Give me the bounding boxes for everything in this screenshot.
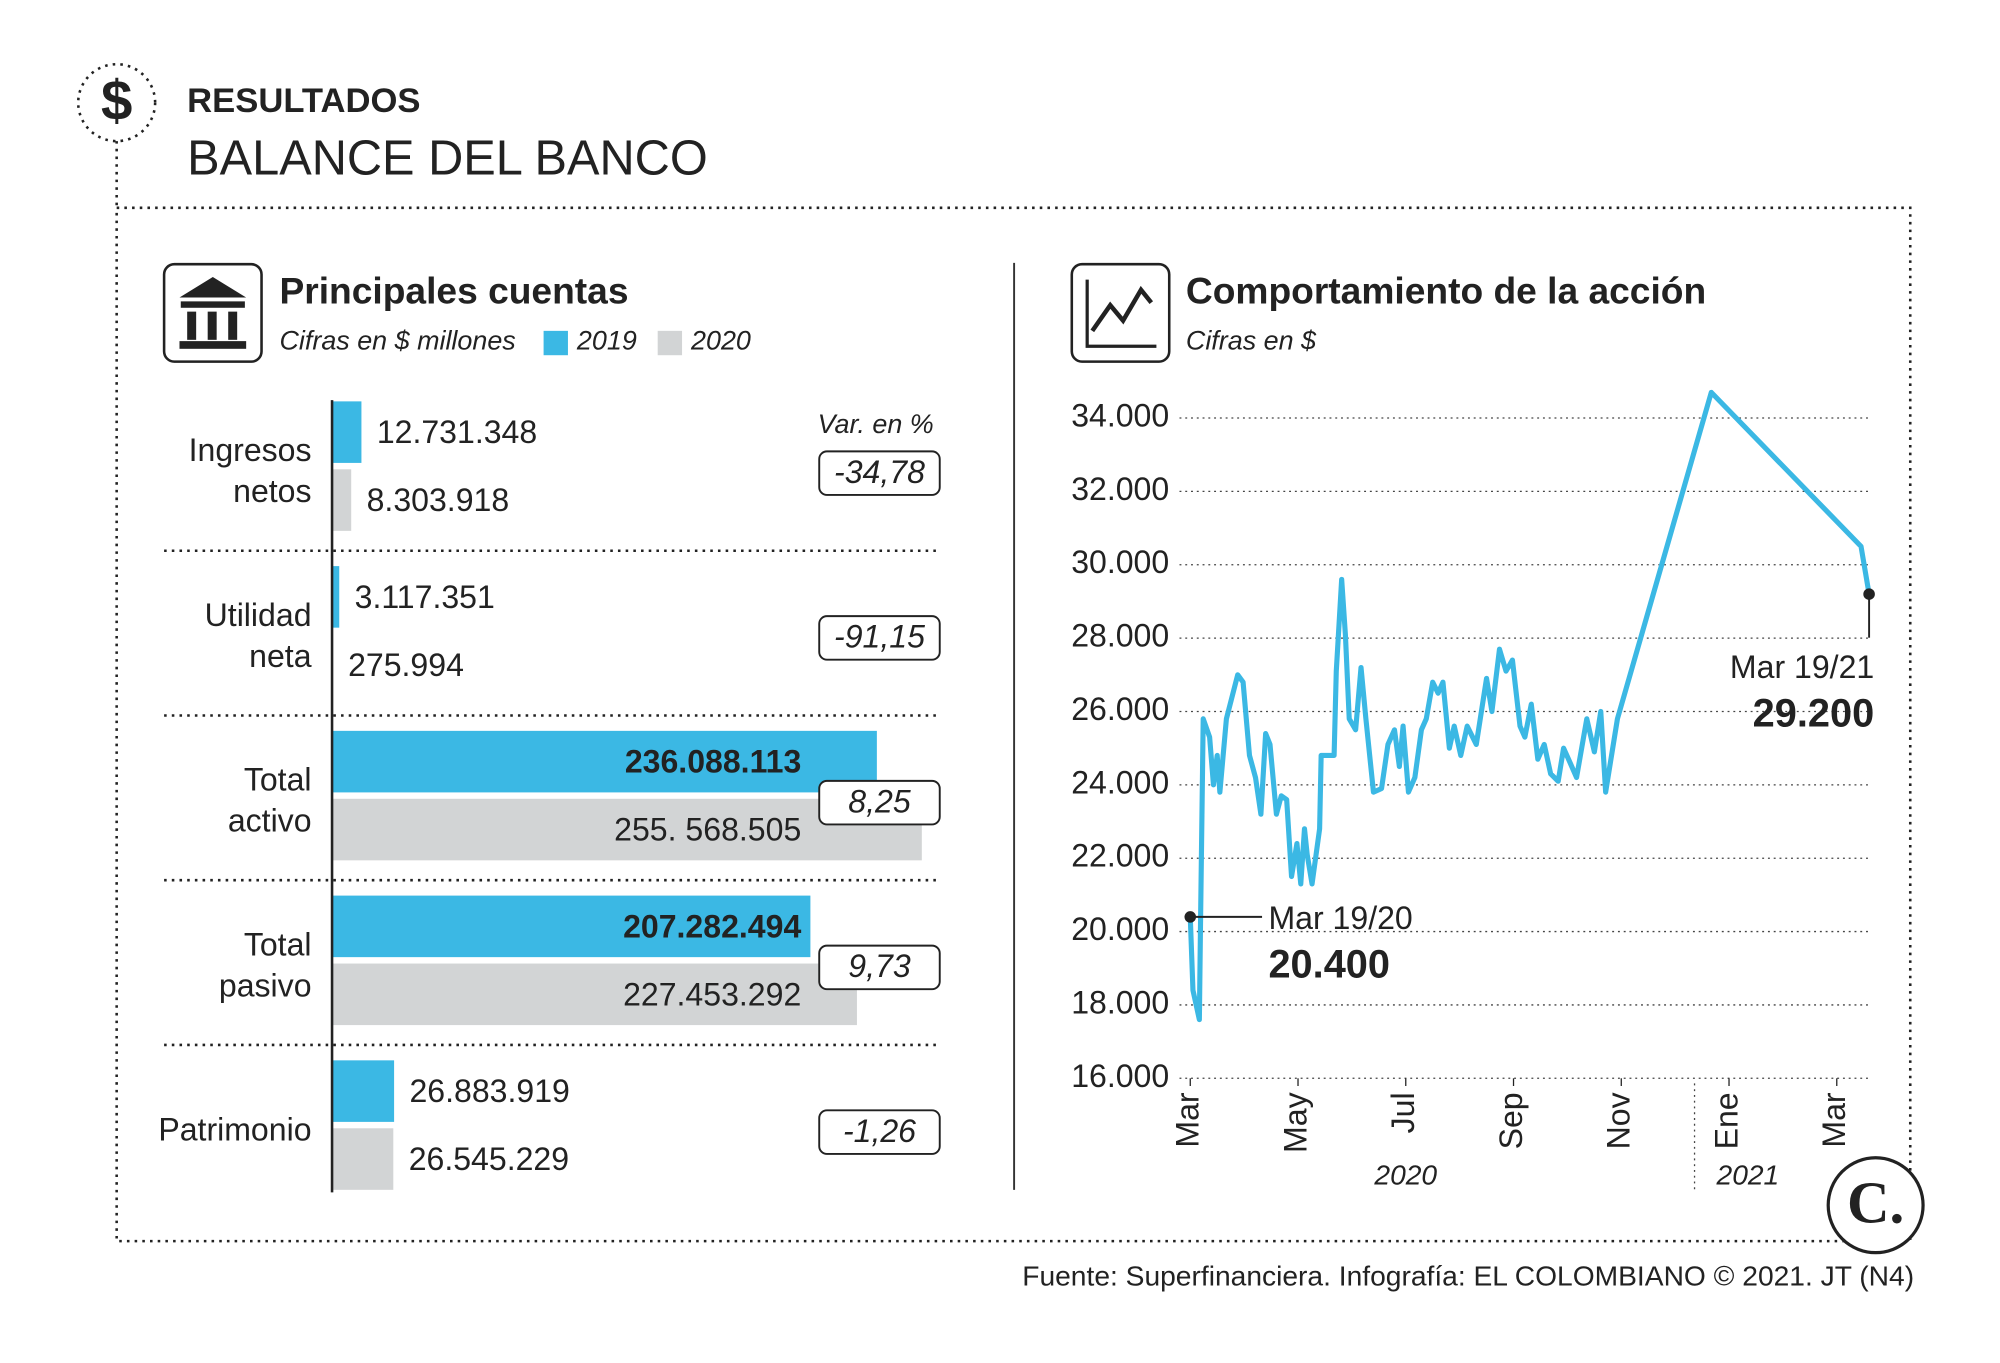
x-tick-label: Ene [1708,1092,1744,1149]
y-tick-label: 20.000 [1071,911,1169,947]
category-label: netos [233,473,311,509]
frame [115,206,1912,1243]
bank-icon [162,262,263,363]
x-tick-label: May [1277,1092,1313,1153]
value-label: 207.282.494 [623,908,801,944]
source: Fuente: Superfinanciera. Infografía: EL … [1022,1260,1914,1292]
variation-label: -91,15 [834,619,925,655]
bar [332,566,340,628]
value-label: 236.088.113 [625,744,801,780]
bar [332,401,362,463]
legend-swatch [657,330,683,356]
y-tick-label: 22.000 [1071,838,1169,874]
bar [332,1128,394,1190]
annotation-date: Mar 19/21 [1730,649,1874,685]
charts: Principales cuentas Cifras en $ millones 2… [158,269,1875,1193]
category-label: Ingresos [189,432,312,468]
variation-box [818,615,941,661]
y-tick-label: 28.000 [1071,618,1169,654]
annotation-value: 20.400 [1268,942,1390,986]
value-label: 227.453.292 [623,976,801,1012]
logo: C. [1847,1170,1904,1236]
year-label: 2020 [1373,1158,1437,1190]
annotation-value: 29.200 [1753,691,1875,735]
category-label: Total [244,762,312,798]
chart-subtitle: Cifras en $ millones [279,326,515,356]
dollar-icon [76,62,157,143]
category-label: neta [249,638,312,674]
category-label: Utilidad [205,597,312,633]
annotation-dot [1184,911,1197,923]
x-tick-label: Mar [1816,1092,1852,1148]
y-tick-label: 24.000 [1071,764,1169,800]
bar [332,730,877,793]
chart-title: Principales cuentas [279,269,628,311]
year-label: 2021 [1716,1158,1780,1190]
main-title: BALANCE DEL BANCO [187,132,708,186]
y-tick-label: 16.000 [1071,1058,1169,1094]
variation-label: 8,25 [848,783,911,819]
variation-box [818,944,941,991]
y-tick-label: 30.000 [1071,544,1169,580]
variation-label: -34,78 [834,454,925,490]
bar [332,895,811,958]
logo-circle [1826,1156,1925,1255]
y-tick-label: 34.000 [1071,398,1169,434]
category-label: pasivo [219,967,312,1003]
bar [332,469,352,531]
kicker: RESULTADOS [187,82,420,120]
bar [332,1060,395,1122]
annotation-dot [1863,588,1875,600]
value-label: 255. 568.505 [614,812,801,848]
variation-box [818,450,941,496]
category-label: Total [244,926,312,962]
x-tick-label: Sep [1493,1092,1529,1149]
bar [332,963,857,1026]
value-label: 26.545.229 [409,1141,569,1177]
y-tick-label: 26.000 [1071,691,1169,727]
x-tick-label: Nov [1601,1092,1637,1149]
value-label: 3.117.351 [355,579,495,615]
variation-box [818,779,941,826]
legend-label: 2019 [576,326,637,356]
price-line [1187,389,1872,1023]
category-label: activo [228,803,312,839]
legend-swatch [543,330,568,356]
x-tick-label: Jul [1385,1092,1421,1133]
variation-label: 9,73 [848,948,911,984]
chart-title: Comportamiento de la acción [1186,269,1706,311]
chart-icon [1070,262,1171,363]
x-tick-label: Mar [1170,1092,1206,1148]
value-label: 12.731.348 [377,414,537,450]
chart-subtitle: Cifras en $ [1186,326,1317,356]
variation-box [818,1109,941,1155]
variation-label: -1,26 [843,1113,916,1149]
annotation-date: Mar 19/20 [1268,900,1412,936]
value-label: 275.994 [348,647,464,683]
value-label: 26.883.919 [409,1073,569,1109]
y-tick-label: 32.000 [1071,471,1169,507]
value-label: 8.303.918 [367,482,510,518]
category-label: Patrimonio [158,1112,311,1148]
legend-label: 2020 [690,326,751,356]
y-tick-label: 18.000 [1071,984,1169,1020]
dollar-symbol: $ [101,69,132,132]
variation-title: Var. en % [818,409,934,439]
